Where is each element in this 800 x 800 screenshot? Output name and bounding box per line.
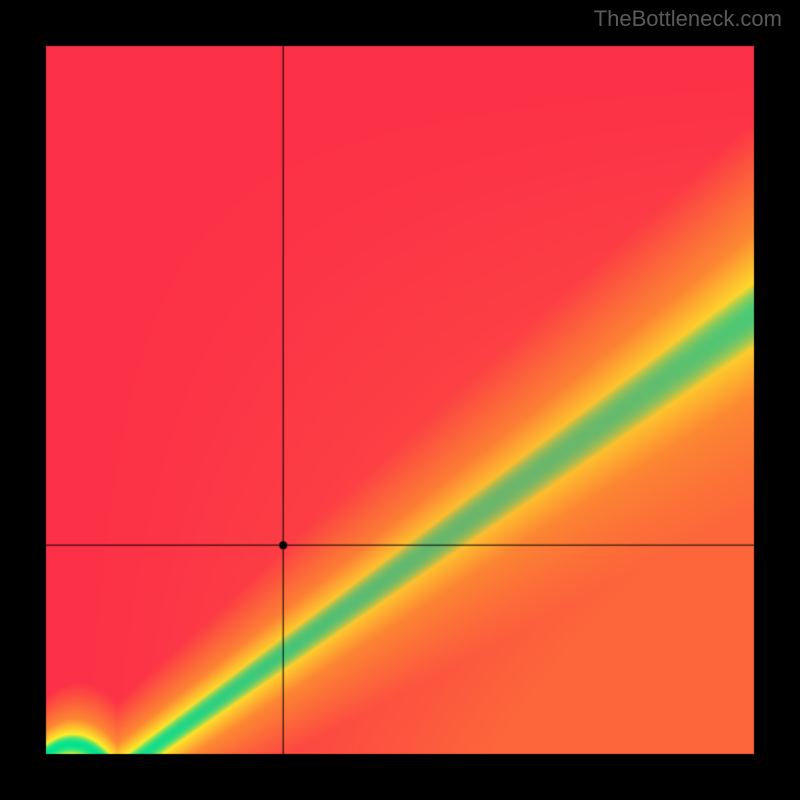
watermark-text: TheBottleneck.com [594,6,782,32]
heatmap-container: { "watermark": "TheBottleneck.com", "wat… [0,0,800,800]
bottleneck-heatmap [0,0,800,800]
